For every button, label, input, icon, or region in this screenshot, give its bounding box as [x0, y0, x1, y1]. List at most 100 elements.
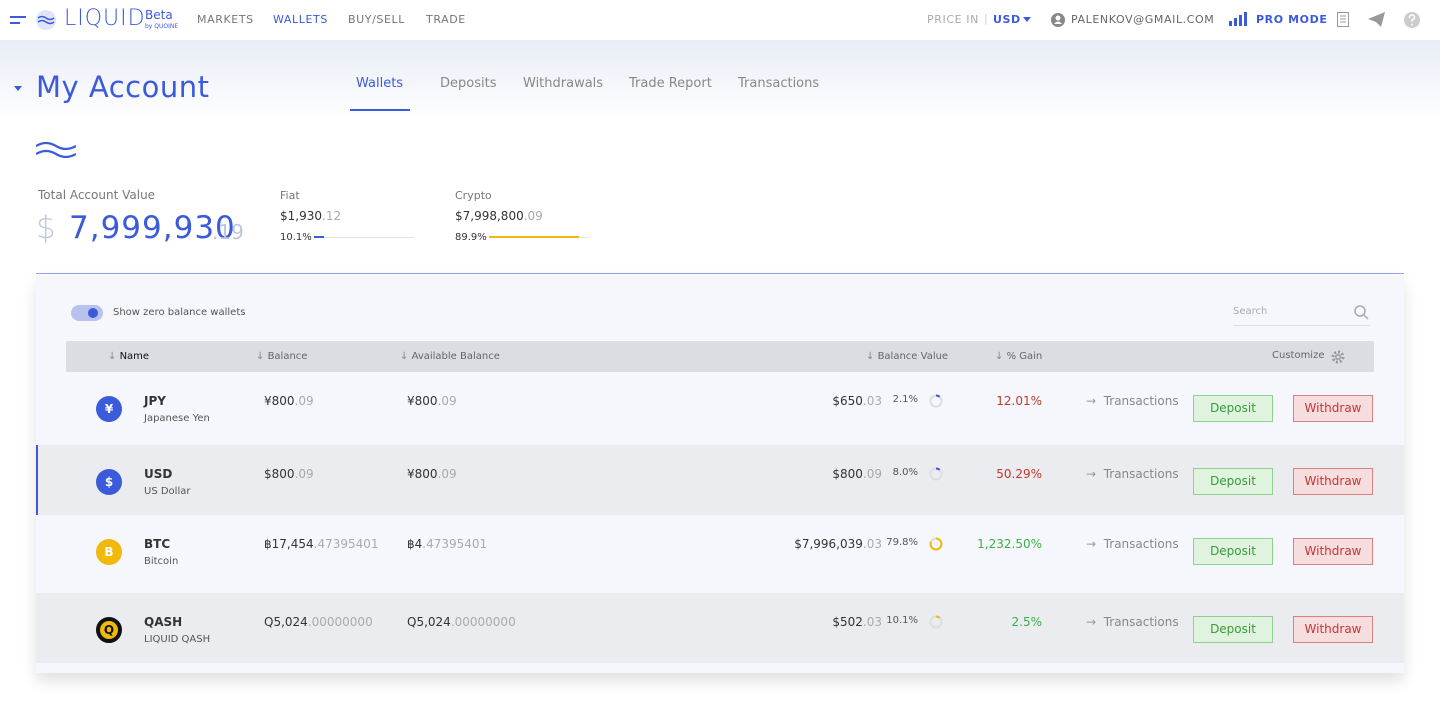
nav-link[interactable]: TRADE: [426, 13, 466, 26]
nav-link[interactable]: MARKETS: [197, 13, 254, 26]
total-label: Total Account Value: [38, 188, 156, 202]
amount: $502: [832, 615, 863, 629]
search-icon[interactable]: [1354, 305, 1369, 320]
transactions-link[interactable]: Transactions: [1086, 537, 1179, 551]
waves-icon: [36, 142, 76, 158]
search-input[interactable]: Search: [1233, 306, 1268, 317]
fraction: .09: [294, 467, 314, 481]
fiat-label: Fiat: [280, 189, 300, 202]
fraction: .09: [294, 394, 314, 408]
available-balance: ¥800.09: [407, 394, 457, 408]
amount: ¥800: [264, 394, 295, 408]
balance-value: $800.09: [832, 467, 882, 481]
deposit-button[interactable]: Deposit: [1193, 616, 1273, 643]
gain: 12.01%: [996, 394, 1042, 408]
share: 8.0%: [892, 467, 918, 478]
table-body: ¥ JPY Japanese Yen ¥800.09 ¥800.09 $650.03 2.1…: [36, 372, 1404, 663]
currency-name: LIQUID QASH: [144, 634, 211, 645]
amount: Q5,024: [264, 615, 308, 629]
currency-icon: $: [96, 469, 122, 495]
withdraw-button[interactable]: Withdraw: [1293, 395, 1373, 422]
caret: [1023, 17, 1031, 22]
fraction: .00000000: [307, 615, 373, 629]
table-header: Name Balance Available Balance Balance V…: [66, 341, 1374, 372]
tab-underline: [350, 109, 410, 111]
transactions-link[interactable]: Transactions: [1086, 467, 1179, 481]
doc-icon[interactable]: [1337, 12, 1349, 27]
gain: 1,232.50%: [977, 537, 1042, 551]
separator: |: [984, 12, 988, 25]
logo-icon: [36, 10, 56, 30]
balance: ¥800.09: [264, 394, 314, 408]
deposit-button[interactable]: Deposit: [1193, 395, 1273, 422]
total-symbol: $: [36, 210, 56, 246]
total-amount: 7,999,930: [69, 210, 236, 246]
fraction: .47395401: [313, 537, 379, 551]
pro-icon: [1229, 12, 1247, 26]
amount: $7,998,800: [455, 209, 524, 223]
customize[interactable]: Customize: [1272, 350, 1325, 361]
balance-value: $502.03: [832, 615, 882, 629]
transactions-link[interactable]: Transactions: [1086, 615, 1179, 629]
help-icon[interactable]: [1404, 12, 1420, 28]
wallet-row[interactable]: B BTC Bitcoin ฿17,454.47395401 ฿4.47395401 $7…: [36, 515, 1404, 593]
telegram-icon[interactable]: [1368, 12, 1385, 27]
column-header[interactable]: Balance: [256, 351, 308, 362]
fiat-track: [314, 237, 414, 238]
withdraw-button[interactable]: Withdraw: [1293, 616, 1373, 643]
nav-link[interactable]: WALLETS: [273, 13, 328, 26]
menu-icon[interactable]: [10, 14, 26, 26]
tab[interactable]: Deposits: [440, 76, 497, 91]
tab[interactable]: Trade Report: [629, 76, 712, 91]
deposit-button[interactable]: Deposit: [1193, 538, 1273, 565]
withdraw-button[interactable]: Withdraw: [1293, 468, 1373, 495]
beta: Beta: [145, 8, 173, 22]
tab[interactable]: Wallets: [356, 76, 404, 91]
tab[interactable]: Withdrawals: [523, 76, 604, 91]
currency-name: Bitcoin: [144, 556, 179, 567]
amount: ¥800: [407, 394, 438, 408]
nav-link[interactable]: BUY/SELL: [348, 13, 406, 26]
wallet-row[interactable]: Q QASH LIQUID QASH Q5,024.00000000 Q5,024.00…: [36, 593, 1404, 663]
available-balance: ฿4.47395401: [407, 537, 487, 551]
withdraw-button[interactable]: Withdraw: [1293, 538, 1373, 565]
currency-name: US Dollar: [144, 486, 191, 497]
fraction: .00000000: [450, 615, 516, 629]
amount: $650: [832, 394, 863, 408]
amount: ¥800: [407, 467, 438, 481]
fraction: .09: [862, 467, 882, 481]
share: 10.1%: [886, 615, 918, 626]
brand[interactable]: LIQUID: [64, 6, 146, 31]
column-header[interactable]: % Gain: [995, 351, 1043, 362]
currency-icon: Q: [96, 617, 122, 643]
toggle[interactable]: [71, 305, 103, 321]
amount: $1,930: [280, 209, 322, 223]
total-fraction: .19: [212, 220, 244, 244]
wallet-row[interactable]: $ USD US Dollar $800.09 ¥800.09 $800.09 8.0% 50…: [36, 445, 1404, 515]
column-header[interactable]: Balance Value: [866, 351, 949, 362]
gear-icon[interactable]: [1331, 350, 1345, 364]
amount: $800: [832, 467, 863, 481]
wallet-row[interactable]: ¥ JPY Japanese Yen ¥800.09 ¥800.09 $650.03 2.1…: [36, 372, 1404, 445]
pro-mode[interactable]: PRO MODE: [1256, 13, 1328, 26]
balance: Q5,024.00000000: [264, 615, 373, 629]
user-email[interactable]: PALENKOV@GMAIL.COM: [1071, 13, 1215, 26]
deposit-button[interactable]: Deposit: [1193, 468, 1273, 495]
share: 2.1%: [892, 394, 918, 405]
icon-glyph: ¥: [104, 402, 114, 416]
toggle-label: Show zero balance wallets: [113, 307, 246, 318]
amount: ฿4: [407, 537, 423, 551]
transactions-link[interactable]: Transactions: [1086, 394, 1179, 408]
column-header[interactable]: Name: [108, 351, 150, 362]
fiat-share: 10.1%: [280, 232, 312, 243]
column-header[interactable]: Available Balance: [400, 351, 500, 362]
caret[interactable]: [14, 86, 22, 91]
currency-select[interactable]: USD: [993, 13, 1021, 26]
share-ring: [929, 615, 943, 629]
currency-icon: B: [96, 539, 122, 565]
by-quoine: by QUOINE: [145, 23, 179, 30]
amount: $800: [264, 467, 295, 481]
search-underline: [1233, 325, 1370, 326]
tab[interactable]: Transactions: [738, 76, 820, 91]
